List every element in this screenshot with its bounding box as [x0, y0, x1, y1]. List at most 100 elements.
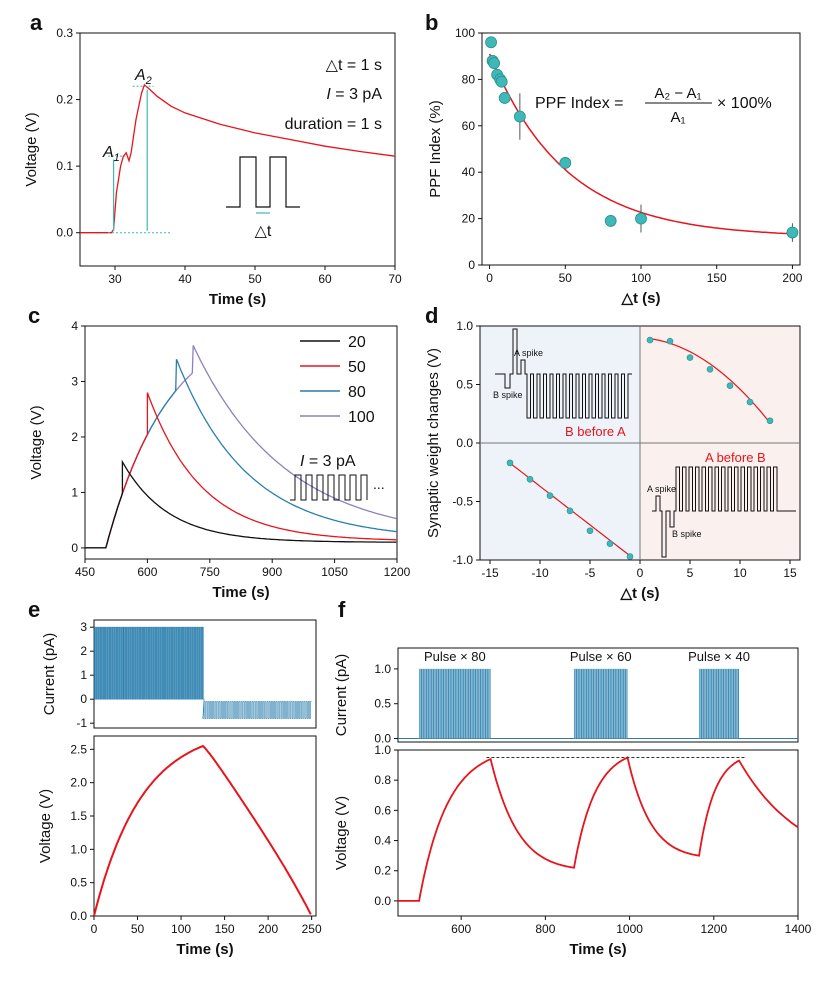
y-tick-label: -1.0	[452, 553, 473, 567]
x-tick-label: 1400	[785, 922, 812, 936]
y-tick-label: 1	[71, 485, 78, 499]
y-tick-label: 1.0	[70, 842, 87, 856]
y-tick-label: 40	[462, 165, 476, 179]
y-axis-label: Voltage (V)	[28, 405, 45, 479]
burst-label: Pulse × 80	[424, 649, 486, 664]
y-tick-label: 20	[462, 212, 476, 226]
y-axis-label: Voltage (V)	[37, 789, 54, 863]
y-axis-label: Voltage (V)	[333, 796, 350, 870]
y-tick-label: 2	[80, 644, 87, 658]
current-value: = 3 pA	[309, 453, 356, 470]
data-point	[706, 365, 714, 373]
series-50	[85, 392, 397, 549]
y-axis-label-top: Current (pA)	[41, 633, 58, 716]
current-annotation: I = 3 pA	[300, 453, 356, 470]
plot-frame-top	[397, 647, 799, 743]
a-before-b-schematic	[652, 466, 796, 558]
data-point	[498, 92, 511, 104]
plot-frame	[84, 325, 398, 560]
data-point	[485, 36, 497, 49]
data-point	[666, 337, 674, 345]
ellipsis: ...	[373, 476, 385, 492]
x-tick-label: 0	[637, 566, 644, 580]
y-tick-label: 1.0	[374, 662, 391, 676]
legend-label: 20	[348, 334, 366, 351]
x-tick-label: 30	[108, 272, 122, 286]
x-axis-label: Time (s)	[569, 941, 626, 958]
x-tick-label: 5	[687, 566, 694, 580]
y-axis-label-top: Current (pA)	[333, 654, 350, 737]
burst-label: Pulse × 40	[688, 649, 750, 664]
x-tick-label: 50	[131, 922, 145, 936]
formula-rhs: × 100%	[717, 95, 772, 112]
data-point	[635, 212, 647, 225]
y-tick-label: 0	[80, 692, 87, 706]
panel-label-f: f	[338, 597, 346, 622]
y-tick-label: 0.5	[70, 876, 87, 890]
x-axis-label: Time (s)	[176, 941, 233, 958]
legend-label: 50	[348, 359, 366, 376]
y-tick-label: 80	[462, 72, 476, 86]
current-value: = 3 pA	[335, 86, 382, 103]
panel-label-e: e	[28, 597, 40, 622]
y-axis-label: PPF Index (%)	[427, 100, 444, 198]
x-tick-label: 200	[782, 271, 802, 285]
burst-label: Pulse × 60	[570, 649, 632, 664]
data-point	[546, 492, 554, 499]
data-point	[526, 475, 534, 483]
y-tick-label: -0.5	[452, 495, 473, 509]
x-tick-label: 1200	[384, 565, 411, 579]
x-tick-label: 70	[388, 272, 402, 286]
data-point	[604, 215, 617, 227]
y-tick-label: 60	[462, 119, 476, 133]
x-tick-label: 1200	[700, 922, 727, 936]
b-spike-label-tl: B spike	[493, 390, 523, 400]
panel-label-d: d	[425, 303, 438, 328]
series-20	[85, 459, 397, 549]
current-symbol: I	[326, 86, 335, 103]
y-tick-label: 2	[71, 430, 78, 444]
x-axis-label: Time (s)	[212, 584, 269, 601]
y-tick-label: 0.3	[56, 26, 73, 40]
panel-label-b: b	[425, 10, 438, 35]
x-tick-label: 750	[200, 565, 220, 579]
y-tick-label: 2.5	[70, 742, 87, 756]
y-tick-label: 0.2	[56, 93, 73, 107]
data-point	[606, 540, 614, 547]
b-spike-label-br: B spike	[672, 529, 702, 539]
y-tick-label: 0.8	[374, 773, 391, 787]
y-tick-label: 0	[468, 258, 475, 272]
y-tick-label: -1	[76, 716, 87, 730]
data-point	[626, 553, 634, 560]
x-tick-label: 600	[451, 922, 471, 936]
data-point	[495, 75, 508, 88]
pulse-train-schematic	[290, 474, 368, 501]
x-tick-label: -5	[585, 566, 596, 580]
y-tick-label: 0.0	[56, 226, 73, 240]
b-before-a-schematic	[495, 328, 632, 419]
data-point	[513, 110, 526, 123]
y-tick-label: 0.0	[374, 732, 391, 746]
x-axis-label: Time (s)	[209, 291, 266, 308]
x-tick-label: 150	[707, 271, 727, 285]
a-spike-label-br: A spike	[647, 484, 676, 494]
data-point	[746, 398, 754, 406]
current-pulse-train	[93, 626, 312, 719]
y-tick-label: 0.0	[70, 909, 87, 923]
y-tick-label: 2.0	[70, 776, 87, 790]
x-tick-label: 100	[631, 271, 651, 285]
dt-annotation: △t = 1 s	[326, 57, 382, 74]
a2-sub: 2	[145, 75, 152, 87]
x-tick-label: 900	[262, 565, 282, 579]
data-point	[786, 226, 799, 239]
x-tick-label: 60	[318, 272, 332, 286]
b-before-a-label: B before A	[565, 424, 626, 439]
y-tick-label: 0.5	[456, 378, 473, 392]
current-symbol: I	[300, 453, 309, 470]
y-tick-label: 1.0	[374, 743, 391, 757]
y-tick-label: 0.4	[374, 834, 391, 848]
x-tick-label: 150	[215, 922, 235, 936]
y-axis-label: Voltage (V)	[23, 112, 40, 186]
x-tick-label: 200	[258, 922, 278, 936]
